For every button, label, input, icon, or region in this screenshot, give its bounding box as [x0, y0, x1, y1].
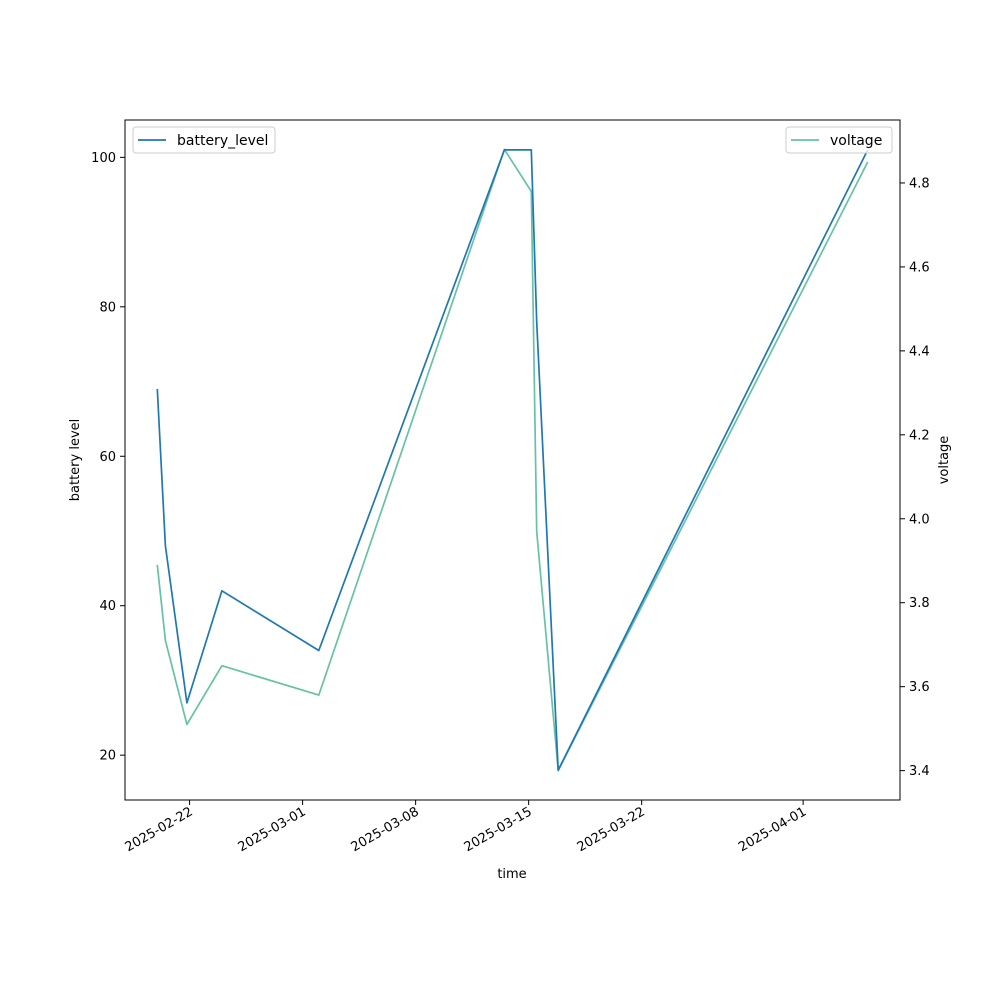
- right-y-tick-label: 4.4: [909, 344, 930, 359]
- left-y-tick-label: 20: [99, 749, 116, 764]
- legend-battery-level: battery_level: [132, 126, 276, 154]
- right-y-tick-label: 3.6: [909, 680, 930, 695]
- x-axis-label: time: [497, 867, 526, 882]
- plot-area: [125, 120, 900, 800]
- legend-voltage: voltage: [785, 126, 893, 154]
- left-y-tick-label: 40: [99, 599, 116, 614]
- plot-frame: [124, 119, 901, 801]
- series-line-voltage: [156, 148, 869, 772]
- left-y-axis: 20 40 60 80 100: [91, 151, 125, 764]
- left-y-tick-label: 100: [91, 151, 116, 166]
- right-y-axis: 3.4 3.6 3.8 4.0 4.2 4.4 4.6 4.8: [900, 176, 930, 779]
- right-y-tick-label: 4.6: [909, 260, 930, 275]
- right-y-tick-label: 3.8: [909, 596, 930, 611]
- series-line-battery-level: [156, 149, 869, 771]
- right-y-tick-label: 4.2: [909, 428, 930, 443]
- legend-box: [785, 126, 893, 154]
- legend-label: voltage: [830, 133, 882, 149]
- left-y-tick-label: 80: [99, 300, 116, 315]
- left-y-axis-label: battery level: [68, 419, 83, 502]
- right-y-tick-label: 4.0: [909, 512, 930, 527]
- right-y-axis-label: voltage: [937, 436, 952, 485]
- legend-label: battery_level: [177, 133, 268, 149]
- series-layer: [156, 148, 869, 772]
- right-y-tick-label: 3.4: [909, 764, 930, 779]
- right-y-tick-label: 4.8: [909, 176, 930, 191]
- left-y-tick-label: 60: [99, 450, 116, 465]
- legend-box: [132, 126, 276, 154]
